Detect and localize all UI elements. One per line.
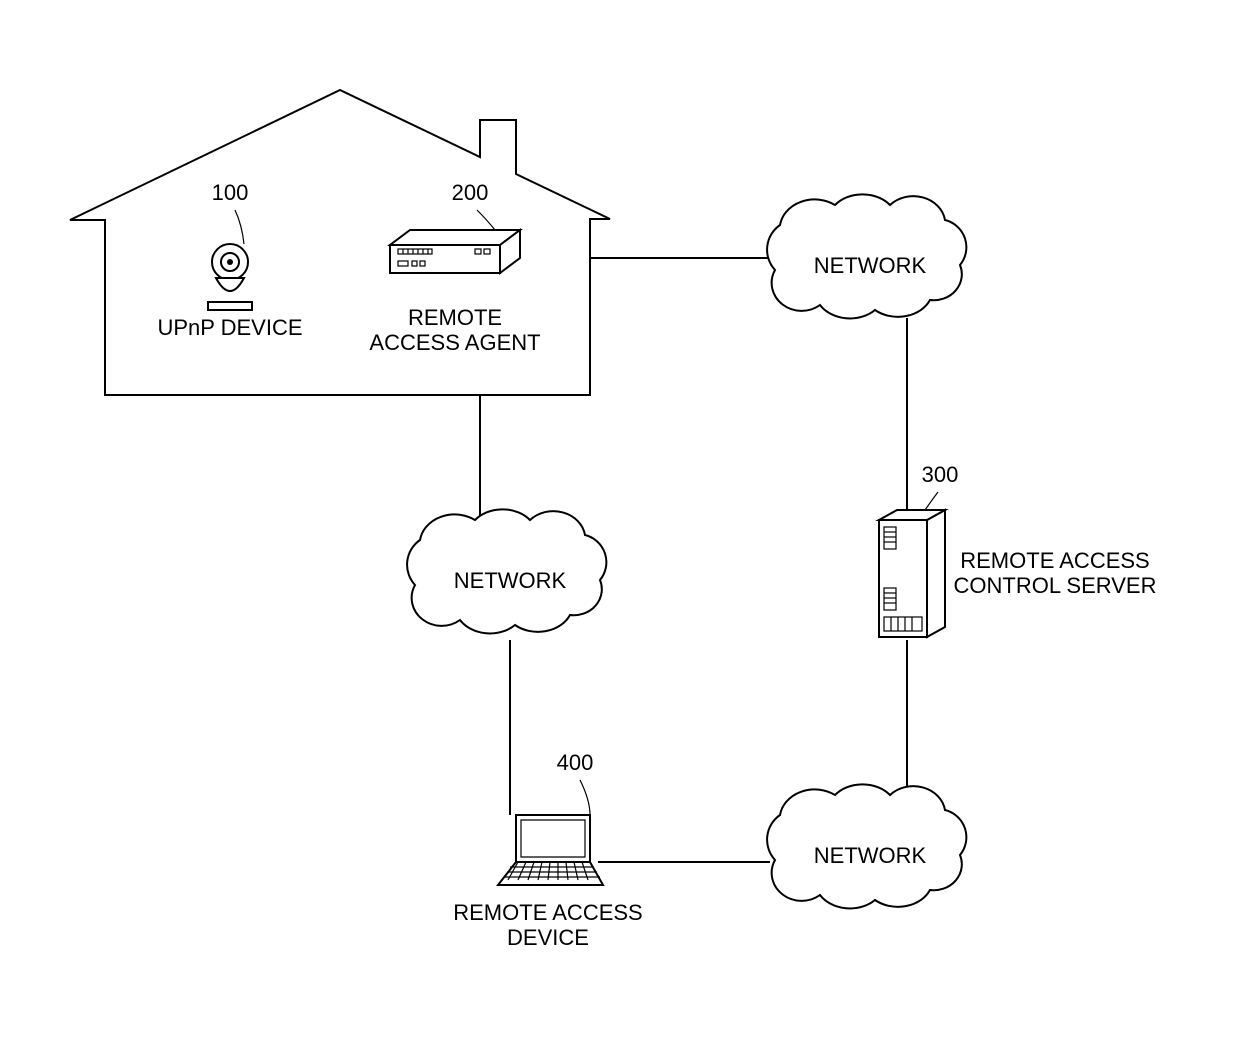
- ref-number: 400: [557, 750, 594, 775]
- server-icon: [879, 510, 945, 637]
- ref-number: 300: [922, 462, 959, 487]
- laptop-icon: [498, 815, 603, 885]
- cloud-mid: NETWORK: [407, 509, 606, 633]
- agent-label-2: ACCESS AGENT: [369, 330, 540, 355]
- router-icon: [390, 230, 520, 273]
- ref-number: 100: [212, 180, 249, 205]
- agent-label-1: REMOTE: [408, 305, 502, 330]
- ref-number: 200: [452, 180, 489, 205]
- cloud-bottom: NETWORK: [767, 784, 966, 908]
- ref-lead: [580, 780, 590, 815]
- cloud-label: NETWORK: [814, 253, 927, 278]
- ref-lead: [925, 492, 938, 510]
- cloud-label: NETWORK: [814, 843, 927, 868]
- device-label-1: REMOTE ACCESS: [453, 900, 642, 925]
- server-label-1: REMOTE ACCESS: [960, 548, 1149, 573]
- device-label-2: DEVICE: [507, 925, 589, 950]
- server-label-2: CONTROL SERVER: [954, 573, 1157, 598]
- cloud-label: NETWORK: [454, 568, 567, 593]
- upnp-device-label: UPnP DEVICE: [157, 315, 302, 340]
- cloud-top: NETWORK: [767, 194, 966, 318]
